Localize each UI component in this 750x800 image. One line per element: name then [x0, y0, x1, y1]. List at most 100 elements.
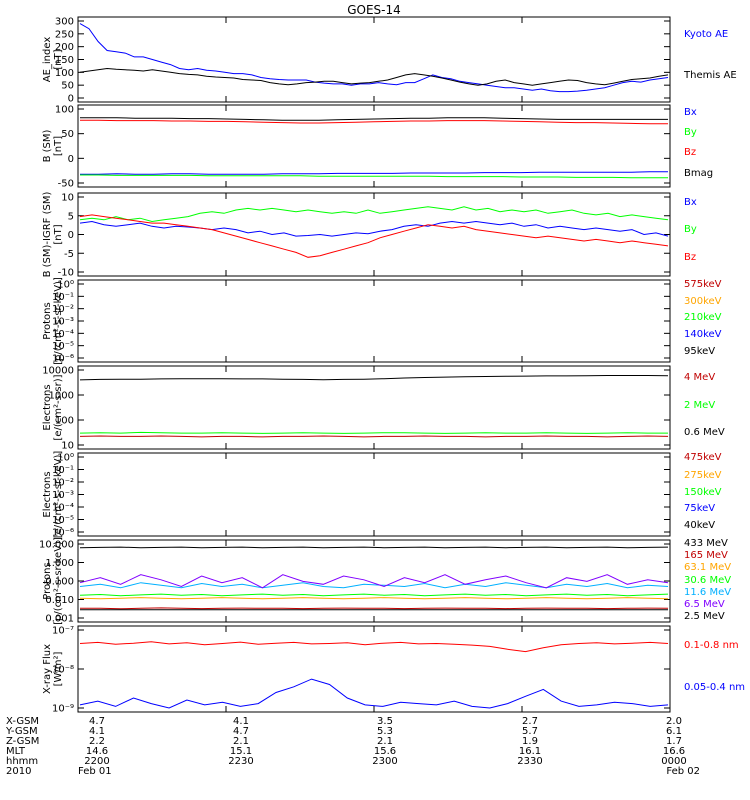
- panel-bsm: 100 50 0 -50 B (SM) [nT] Bx By Bz Bmag: [42, 104, 713, 190]
- y-tick-label: 100: [55, 105, 74, 116]
- y-tick-label: 250: [55, 29, 74, 40]
- footer-value: 16.6: [663, 746, 685, 757]
- legend-entry: 75keV: [684, 503, 715, 514]
- legend-entry: 6.5 MeV: [684, 599, 725, 610]
- footer-value: 15.6: [374, 746, 396, 757]
- panel-frame: [77, 625, 671, 713]
- y-tick-label: 0: [68, 230, 74, 241]
- y-tick-label: 1.000: [45, 558, 74, 569]
- series-line-165-mev: [80, 607, 669, 610]
- footer-value: 14.6: [86, 746, 108, 757]
- y-axis-label: B (SM)-IGRF (SM): [42, 192, 53, 278]
- y-tick-label: 10⁻²: [52, 478, 74, 489]
- legend-entry: Themis AE: [683, 70, 737, 81]
- series-line-11.6-mev: [79, 582, 669, 589]
- y-tick-label: 10⁻⁵: [52, 515, 74, 526]
- footer-value: 3.5: [377, 716, 393, 727]
- y-tick-label: 0.010: [45, 595, 74, 606]
- y-axis-label: [p/(cm²-s-sr-keV)]: [53, 537, 64, 625]
- y-tick-label: 50: [61, 129, 74, 140]
- legend-entry: Bmag: [684, 168, 713, 179]
- y-tick-label: 10⁻¹: [52, 465, 74, 476]
- legend-entry: Bx: [684, 107, 697, 118]
- y-tick-label: -50: [58, 179, 74, 190]
- y-axis-label: Protons: [42, 562, 53, 599]
- legend-entry: 11.6 MeV: [684, 587, 731, 598]
- panel-frame: [77, 16, 671, 103]
- y-tick-label: 10⁻⁴: [52, 503, 74, 514]
- y-axis-label: Electrons: [42, 384, 53, 430]
- legend-entry: 2.5 MeV: [684, 611, 725, 622]
- footer-row-label: Z-GSM: [6, 736, 39, 747]
- y-tick-label: -10: [58, 268, 74, 279]
- y-tick-label: 10⁻⁴: [52, 329, 74, 340]
- series-line-themis-ae: [79, 67, 669, 86]
- y-tick-label: 10⁻⁷: [52, 626, 74, 637]
- y-tick-label: 10: [61, 193, 74, 204]
- series-line-4-mev: [79, 435, 669, 438]
- y-axis-label: [e/(cm²-s-sr)]: [53, 374, 64, 440]
- legend-entry: 95keV: [684, 346, 715, 357]
- legend-entry: By: [684, 127, 697, 138]
- y-tick-label: 5: [68, 211, 74, 222]
- panel-frame: [77, 279, 671, 363]
- footer-value: 5.3: [377, 726, 393, 737]
- footer-value: 2230: [228, 756, 253, 767]
- legend-entry: 30.6 MeV: [684, 575, 731, 586]
- y-tick-label: 10⁰: [57, 453, 74, 464]
- footer-value: 2300: [372, 756, 397, 767]
- legend-entry: Bz: [684, 252, 696, 263]
- y-tick-label: 150: [55, 55, 74, 66]
- y-axis-label: [nT]: [53, 224, 64, 244]
- y-tick-label: 10.000: [39, 540, 74, 551]
- footer-value: 16.1: [519, 746, 541, 757]
- series-line-by: [79, 206, 669, 223]
- footer-value: 4.1: [233, 716, 249, 727]
- series-line-bx: [79, 220, 669, 237]
- y-tick-label: 10⁻²: [52, 304, 74, 315]
- footer-row-label: X-GSM: [6, 716, 39, 727]
- footer-value: 2330: [517, 756, 542, 767]
- footer-year: 2010: [6, 766, 31, 777]
- figure-title: GOES-14: [347, 3, 401, 17]
- footer-value: 6.1: [666, 726, 682, 737]
- series-line-bz: [79, 214, 669, 258]
- legend-entry: Bz: [684, 147, 696, 158]
- footer-value: 2.2: [89, 736, 105, 747]
- y-tick-label: 100: [55, 416, 74, 427]
- legend-entry: 2 MeV: [684, 400, 715, 411]
- y-tick-label: 1000: [49, 391, 74, 402]
- series-line-0.1-0.8-nm: [79, 641, 669, 653]
- y-axis-label: Electrons: [42, 471, 53, 517]
- y-tick-label: 10⁻⁵: [52, 341, 74, 352]
- y-tick-label: 300: [55, 17, 74, 28]
- y-tick-label: 10⁻³: [52, 317, 74, 328]
- legend-entry: 475keV: [684, 452, 722, 463]
- legend-entry: 0.6 MeV: [684, 427, 725, 438]
- series-line-0.6-mev: [79, 375, 669, 381]
- y-axis-label: B (SM): [42, 129, 53, 162]
- y-tick-label: 50: [61, 81, 74, 92]
- series-line-433-mev: [79, 546, 669, 549]
- y-axis-label: [p/(cm²-s-sr-keV)]: [53, 277, 64, 365]
- footer-value: 4.7: [233, 726, 249, 737]
- legend-entry: Bx: [684, 197, 697, 208]
- footer-value: 2.7: [522, 716, 538, 727]
- footer-value: 15.1: [230, 746, 252, 757]
- y-tick-label: 0: [68, 94, 74, 105]
- series-line-63.1-mev: [79, 597, 669, 600]
- series-line-0.05-0.4-nm: [79, 678, 669, 709]
- legend-entry: 0.05-0.4 nm: [684, 682, 745, 693]
- legend-entry: 63.1 MeV: [684, 562, 731, 573]
- series-line-bz: [80, 119, 668, 125]
- y-axis-label: AE_index: [42, 37, 53, 83]
- y-tick-label: 200: [55, 42, 74, 53]
- y-tick-label: 10⁻¹: [52, 292, 74, 303]
- footer-value: 2.1: [377, 736, 393, 747]
- panel-frame: [77, 452, 671, 537]
- legend-entry: 275keV: [684, 470, 722, 481]
- panel-electrons_mev: 10000 1000 100 10 Electrons [e/(cm²-s-sr)] 4 M…: [42, 365, 725, 452]
